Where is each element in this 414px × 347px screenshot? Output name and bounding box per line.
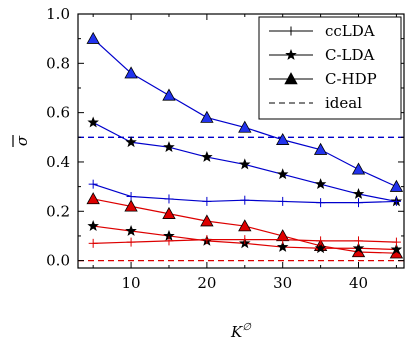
blue-plus-series: [88, 179, 401, 208]
series-lines: [86, 31, 404, 259]
red-plus-point: [164, 236, 174, 246]
blue-star-point: [239, 158, 251, 170]
blue-plus-point: [316, 198, 326, 208]
legend-item-cclda: ccLDA: [269, 22, 375, 40]
blue-plus-point: [126, 191, 136, 201]
blue-triangle-series: [86, 31, 404, 192]
red-plus-point: [240, 235, 250, 245]
red-plus-point: [126, 237, 136, 247]
y-tick-label: 0.0: [46, 252, 70, 270]
blue-plus-point: [278, 196, 288, 206]
blue-plus-point: [354, 198, 364, 208]
y-tick-label: 0.2: [46, 202, 70, 220]
x-tick-label: 40: [349, 274, 368, 292]
legend-item-c-hdp: C-HDP: [269, 70, 377, 88]
blue-star-point: [276, 168, 289, 180]
red-plus-point: [202, 235, 212, 245]
red-triangle-point: [238, 219, 252, 232]
red-triangle-point: [124, 199, 138, 212]
blue-plus-point: [88, 179, 98, 189]
y-tick-label: 0.6: [46, 104, 70, 122]
red-triangle-point: [86, 192, 100, 205]
blue-triangle-point: [86, 31, 100, 44]
blue-plus-point: [164, 194, 174, 204]
blue-triangle-point: [276, 132, 290, 145]
red-star-point: [352, 242, 365, 254]
red-triangle-point: [200, 214, 214, 227]
y-axis: 0.0 0.2 0.4 0.6 0.8 1.0: [46, 5, 404, 270]
y-tick-label: 1.0: [46, 5, 70, 23]
blue-plus-point: [240, 195, 250, 205]
red-plus-point: [88, 238, 98, 248]
blue-plus-point: [391, 196, 401, 206]
x-axis-label: K∅: [230, 322, 252, 341]
blue-star-point: [352, 187, 365, 199]
y-tick-label: 0.4: [46, 153, 70, 171]
red-star-point: [314, 242, 327, 254]
legend-item-c-lda: C-LDA: [269, 46, 375, 64]
red-plus-point: [354, 236, 364, 246]
red-plus-point: [391, 237, 401, 247]
x-tick-label: 20: [197, 274, 216, 292]
legend-box: [258, 16, 402, 120]
blue-triangle-point: [351, 162, 366, 175]
red-star-point: [125, 224, 137, 236]
blue-star-point: [125, 136, 137, 148]
blue-star-point: [314, 178, 327, 190]
blue-triangle-point: [389, 179, 404, 192]
legend-triangle-icon: [284, 72, 298, 85]
blue-triangle-point: [238, 120, 252, 133]
plot-frame: [77, 13, 405, 269]
red-plus-point: [316, 236, 326, 246]
x-tick-label: 30: [273, 274, 292, 292]
blue-triangle-point: [313, 142, 328, 155]
y-axis-label: σ: [13, 135, 31, 146]
red-star-point: [390, 243, 403, 255]
legend-label: ideal: [325, 94, 362, 112]
x-axis: 10 20 30 40: [92, 14, 397, 292]
legend-plus-icon: [286, 26, 296, 36]
x-tick-label: 10: [122, 274, 141, 292]
red-triangle-point: [162, 206, 176, 219]
blue-star-series: [87, 116, 403, 207]
reference-lines: [78, 136, 404, 262]
blue-triangle-point: [162, 88, 176, 101]
blue-star-point: [163, 141, 175, 153]
red-plus-point: [278, 235, 288, 245]
legend: ccLDA C-LDA C-HDP ideal: [258, 16, 402, 120]
blue-star-point: [201, 150, 213, 162]
blue-plus-point: [202, 196, 212, 206]
red-plus-series: [88, 235, 401, 248]
blue-triangle-point: [124, 66, 138, 79]
legend-item-ideal: ideal: [269, 94, 362, 112]
blue-star-point: [87, 116, 99, 128]
y-tick-label: 0.8: [46, 54, 70, 72]
legend-label: C-HDP: [325, 70, 377, 88]
red-star-point: [276, 240, 289, 252]
legend-label: ccLDA: [325, 22, 375, 40]
legend-star-icon: [285, 48, 297, 60]
blue-triangle-point: [200, 110, 214, 123]
red-star-point: [87, 220, 99, 231]
legend-label: C-LDA: [325, 46, 375, 64]
